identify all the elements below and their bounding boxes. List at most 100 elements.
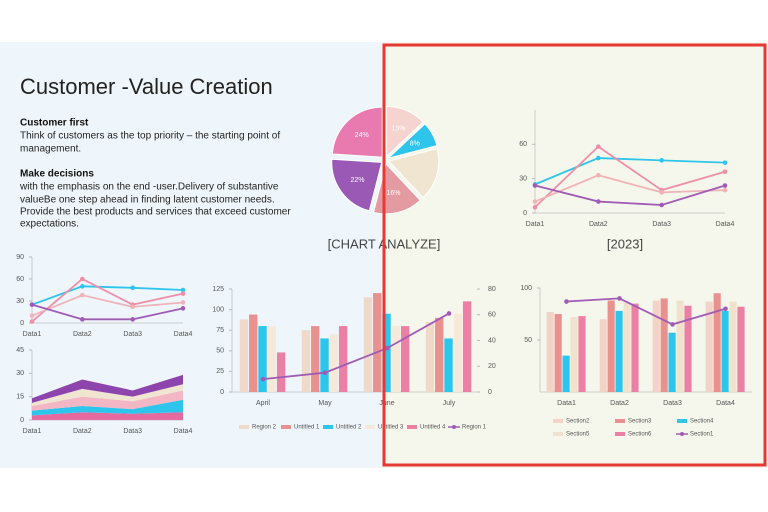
tick-label: 50	[524, 337, 532, 344]
tick-label: 0	[20, 417, 24, 424]
x-tick-label: Data2	[73, 331, 92, 338]
point	[670, 322, 675, 327]
bar	[320, 338, 328, 392]
x-tick-label: Data3	[123, 331, 142, 338]
x-tick-label: Data2	[610, 400, 629, 407]
bar	[714, 293, 721, 392]
bar	[608, 300, 615, 392]
tick-label: 60	[488, 312, 496, 319]
tick-label: 30	[16, 298, 24, 305]
legend-swatch	[323, 425, 333, 429]
x-tick-label: July	[443, 400, 456, 407]
tick-label: 75	[216, 327, 224, 334]
x-tick-label: Data3	[652, 221, 671, 228]
caption: [2023]	[607, 236, 643, 251]
slice-label: 13%	[391, 126, 405, 133]
x-tick-label: Data1	[23, 428, 42, 435]
x-tick-label: Data1	[526, 221, 545, 228]
slice-label: 8%	[410, 140, 420, 147]
slice-label: 16%	[386, 190, 400, 197]
point	[723, 183, 728, 188]
point	[533, 205, 538, 210]
point	[181, 300, 186, 305]
point	[659, 203, 664, 208]
x-tick-label: Data4	[716, 221, 735, 228]
tick-label: 0	[20, 320, 24, 327]
legend-label: Section6	[628, 432, 652, 438]
tick-label: 30	[16, 370, 24, 377]
x-tick-label: April	[256, 400, 270, 407]
legend-label: Region 2	[252, 425, 277, 431]
point	[130, 317, 135, 322]
point	[181, 291, 186, 296]
legend-swatch	[239, 425, 249, 429]
legend-label: Untitled 3	[378, 425, 404, 431]
bar	[600, 319, 607, 392]
point	[30, 319, 35, 324]
highlight-background	[384, 42, 768, 468]
tick-label: 0	[220, 389, 224, 396]
legend-label: Untitled 2	[336, 425, 362, 431]
point	[533, 183, 538, 188]
x-tick-label: Data1	[23, 331, 42, 338]
point	[723, 307, 728, 312]
bar	[547, 312, 554, 392]
point	[130, 286, 135, 291]
section-text: with the emphasis on the end -user.Deliv…	[19, 182, 279, 193]
point	[723, 188, 728, 193]
bar	[676, 300, 683, 392]
slice-label: 24%	[355, 132, 369, 139]
x-tick-label: June	[379, 400, 394, 407]
point	[596, 144, 601, 149]
legend-swatch	[680, 432, 684, 436]
bar	[302, 330, 310, 392]
tick-label: 45	[16, 347, 24, 354]
point	[80, 277, 85, 282]
section-text: management.	[20, 144, 81, 155]
bar	[578, 316, 585, 392]
bar	[563, 356, 570, 392]
point	[564, 299, 569, 304]
bar	[392, 326, 400, 392]
point	[80, 293, 85, 298]
tick-label: 15	[16, 394, 24, 401]
bar	[661, 298, 668, 392]
tick-label: 80	[488, 286, 496, 293]
slide: Customer -Value Creation Customer first …	[0, 0, 768, 512]
tick-label: 0	[523, 210, 527, 217]
x-tick-label: Data4	[716, 400, 735, 407]
legend-label: Section5	[566, 432, 590, 438]
bar	[240, 319, 248, 392]
legend-swatch	[615, 419, 625, 423]
bar	[722, 311, 729, 392]
tick-label: 90	[16, 254, 24, 261]
tick-label: 60	[519, 141, 527, 148]
point	[80, 284, 85, 289]
tick-label: 100	[520, 285, 532, 292]
point	[323, 370, 328, 375]
tick-label: 40	[488, 337, 496, 344]
bar	[268, 326, 276, 392]
point	[447, 311, 452, 316]
legend-swatch	[407, 425, 417, 429]
bar	[277, 352, 285, 392]
point	[659, 158, 664, 163]
point	[261, 377, 266, 382]
point	[181, 306, 186, 311]
bar	[364, 297, 372, 392]
bar	[669, 333, 676, 392]
legend-label: Untitled 1	[294, 425, 320, 431]
legend-swatch	[281, 425, 291, 429]
point	[30, 302, 35, 307]
legend-swatch	[365, 425, 375, 429]
point	[130, 305, 135, 310]
bar	[339, 326, 347, 392]
legend-swatch	[615, 432, 625, 436]
point	[596, 156, 601, 161]
bar	[631, 304, 638, 392]
x-tick-label: Data3	[123, 428, 142, 435]
tick-label: 20	[488, 363, 496, 370]
legend-label: Section2	[566, 419, 590, 425]
point	[596, 173, 601, 178]
x-tick-label: Data4	[174, 331, 193, 338]
